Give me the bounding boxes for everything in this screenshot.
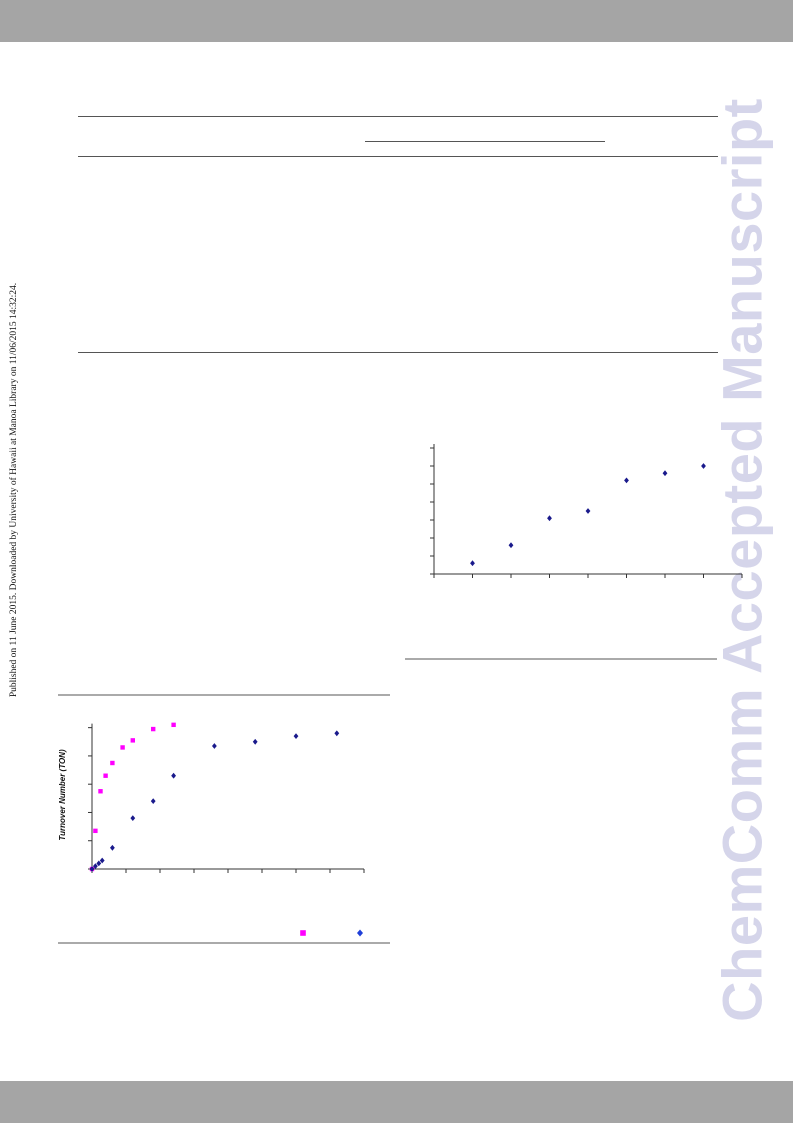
chart2-point-s0 <box>98 789 103 794</box>
chart2-point-s1 <box>99 857 105 864</box>
table-bottom-rule <box>78 352 718 353</box>
footer-bar <box>0 1081 793 1123</box>
chart2-point-s1 <box>150 798 156 805</box>
chart1-point-s0 <box>701 463 706 469</box>
chart1-point-s0 <box>662 470 668 477</box>
chart2-point-s1 <box>252 738 258 745</box>
chart2-legend-marker-s1 <box>357 929 363 937</box>
chart2-point-s1 <box>130 815 136 822</box>
scatter-chart-right <box>430 444 743 578</box>
chart2-point-s1 <box>93 863 98 870</box>
chart1-point-s0 <box>470 560 475 567</box>
chart2-point-s1 <box>334 730 340 737</box>
chart1-point-s0 <box>547 515 552 522</box>
table-column-span-rule <box>365 141 605 142</box>
chart2-point-s0 <box>130 738 135 743</box>
chart-right-bottom-rule <box>405 658 717 660</box>
chart2-point-s0 <box>151 726 156 732</box>
chart2-point-s0 <box>103 773 108 778</box>
chart-left-top-rule <box>58 694 390 696</box>
chart2-legend-marker-s0 <box>300 930 306 936</box>
chart2-point-s1 <box>212 743 217 749</box>
chart2-point-s1 <box>293 733 299 740</box>
chart2-point-s0 <box>93 828 98 834</box>
header-bar <box>0 0 793 42</box>
chart2-point-s1 <box>96 860 102 867</box>
chart2-point-s0 <box>171 722 176 728</box>
chart2-point-s0 <box>110 760 115 766</box>
chart2-point-s1 <box>89 866 95 872</box>
ton-scatter-chart: Turnover Number (TON) <box>58 722 365 937</box>
chart-left-bottom-rule <box>58 942 390 944</box>
chart1-point-s0 <box>508 542 514 549</box>
chart1-point-s0 <box>624 477 629 484</box>
table-top-rule <box>78 116 718 117</box>
publication-note: Published on 11 June 2015. Downloaded by… <box>9 282 19 698</box>
chart2-y-axis-label: Turnover Number (TON) <box>58 749 67 841</box>
chart1-point-s0 <box>585 508 591 514</box>
chart2-point-s1 <box>110 844 115 851</box>
chart2-point-s1 <box>171 772 176 779</box>
table-header-rule <box>78 156 718 157</box>
chart2-point-s0 <box>120 745 125 750</box>
